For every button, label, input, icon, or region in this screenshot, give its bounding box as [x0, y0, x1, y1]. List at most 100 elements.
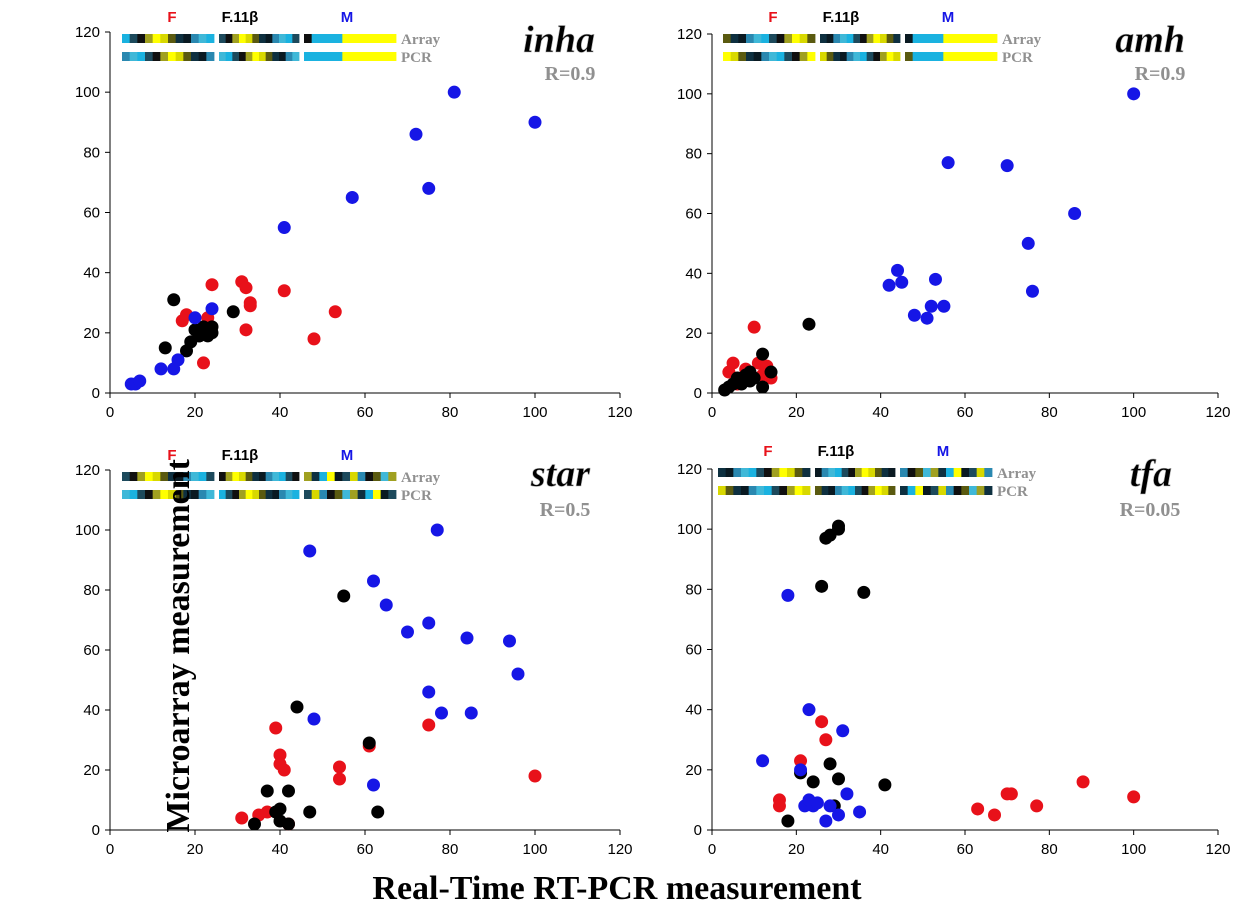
heatmap-cell [958, 52, 967, 61]
heatmap-cell [961, 468, 970, 477]
heatmap-cell [272, 490, 280, 499]
data-point-f [239, 323, 253, 337]
data-point-m [907, 308, 921, 322]
heatmap-cell [861, 486, 869, 495]
data-point-m [409, 127, 423, 141]
data-point-m [528, 115, 542, 129]
data-point-f [1004, 787, 1018, 801]
heatmap-cell [175, 490, 184, 499]
data-point-m [430, 523, 444, 537]
heatmap-cell [311, 490, 320, 499]
data-point-m [511, 667, 525, 681]
heatmap-cell [815, 486, 823, 495]
heatmap-cell [219, 34, 227, 43]
chart-panel-inha: 0 20 40 60 80 100 120 0 20 40 60 80 100 120 F F.11β M Arr… [75, 9, 633, 421]
heatmap-cell [966, 52, 975, 61]
heatmap-cell [881, 468, 889, 477]
data-point-f11b [747, 371, 761, 385]
heatmap-cell [357, 34, 366, 43]
heatmap-cell [342, 472, 351, 481]
heatmap-cell [388, 490, 397, 499]
heatmap-cell [748, 486, 757, 495]
data-point-f [333, 772, 346, 786]
data-point-m [367, 778, 380, 792]
heatmap-cell [873, 52, 881, 61]
heatmap-cell [905, 52, 914, 61]
data-point-m [802, 703, 816, 717]
heatmap-cell [183, 472, 192, 481]
heatmap-cell [886, 52, 894, 61]
heatmap-cell [753, 34, 762, 43]
x-tick-label: 0 [106, 404, 114, 421]
heatmap-cell [984, 468, 993, 477]
heatmap-cell [373, 490, 382, 499]
heatmap-cell [245, 472, 253, 481]
heatmap-cell [365, 34, 374, 43]
heatmap-cell [958, 34, 967, 43]
heatmap-cell [853, 34, 861, 43]
x-tick-label: 20 [788, 404, 805, 421]
heatmap-cell [152, 490, 161, 499]
heatmap-cell [357, 472, 366, 481]
heatmap-cell [860, 34, 868, 43]
heatmap-cell [748, 468, 757, 477]
heatmap-cell [826, 52, 834, 61]
heatmap-cell [855, 468, 863, 477]
heatmap-cell [285, 490, 293, 499]
heatmap-cell [129, 472, 138, 481]
data-point-m [422, 616, 436, 630]
heatmap-cell [928, 52, 937, 61]
heatmap-cell [886, 34, 894, 43]
heatmap-cell [981, 34, 990, 43]
heatmap-cell [888, 468, 896, 477]
x-tick-label: 40 [272, 841, 289, 858]
heatmap-cell [342, 34, 351, 43]
heatmap-cell [756, 486, 765, 495]
heatmap-cell [219, 490, 227, 499]
x-tick-label: 60 [357, 404, 374, 421]
data-point-f [1030, 799, 1044, 813]
data-point-m [503, 634, 516, 648]
heatmap-cell [730, 52, 739, 61]
heatmap-cell [776, 52, 785, 61]
heatmap-cell [799, 34, 808, 43]
y-tick-label: 120 [75, 24, 100, 41]
heatmap-cell [279, 52, 287, 61]
heatmap-cell [122, 52, 131, 61]
heatmap-cell [206, 490, 215, 499]
heatmap-cell [245, 52, 253, 61]
heatmap-cell [733, 468, 742, 477]
y-tick-label: 120 [677, 26, 702, 43]
heatmap-cell [122, 34, 131, 43]
heatmap-cell [833, 52, 841, 61]
data-point-f [747, 320, 761, 334]
data-point-f [197, 356, 210, 370]
heatmap-cell [191, 52, 200, 61]
x-tick-label: 80 [1041, 404, 1058, 421]
y-tick-label: 20 [83, 325, 100, 342]
data-point-m [895, 275, 909, 289]
data-point-m [345, 190, 359, 204]
heatmap-cell [342, 52, 351, 61]
heatmap-cell [846, 34, 854, 43]
data-point-m [840, 787, 854, 801]
data-point-f [307, 332, 321, 346]
y-axis-title: Microarray measurement [159, 459, 197, 833]
heatmap-cell [122, 490, 131, 499]
heatmap-cell [380, 52, 389, 61]
heatmap-cell [861, 468, 869, 477]
x-tick-label: 100 [1121, 841, 1146, 858]
chart-panel-star: 0 20 40 60 80 100 120 0 20 40 60 80 100 120 F F.11β M Arr… [75, 447, 633, 858]
heatmap-cell [866, 34, 874, 43]
heatmap-cell [974, 34, 983, 43]
heatmap-cell [900, 468, 909, 477]
heatmap-row-label: PCR [997, 484, 1028, 500]
heatmap-group-label: M [341, 9, 354, 26]
data-point-f11b [248, 817, 261, 831]
heatmap-cell [219, 472, 227, 481]
heatmap-cell [953, 468, 962, 477]
heatmap-cell [725, 468, 734, 477]
heatmap-cell [388, 472, 397, 481]
x-tick-label: 80 [442, 841, 459, 858]
